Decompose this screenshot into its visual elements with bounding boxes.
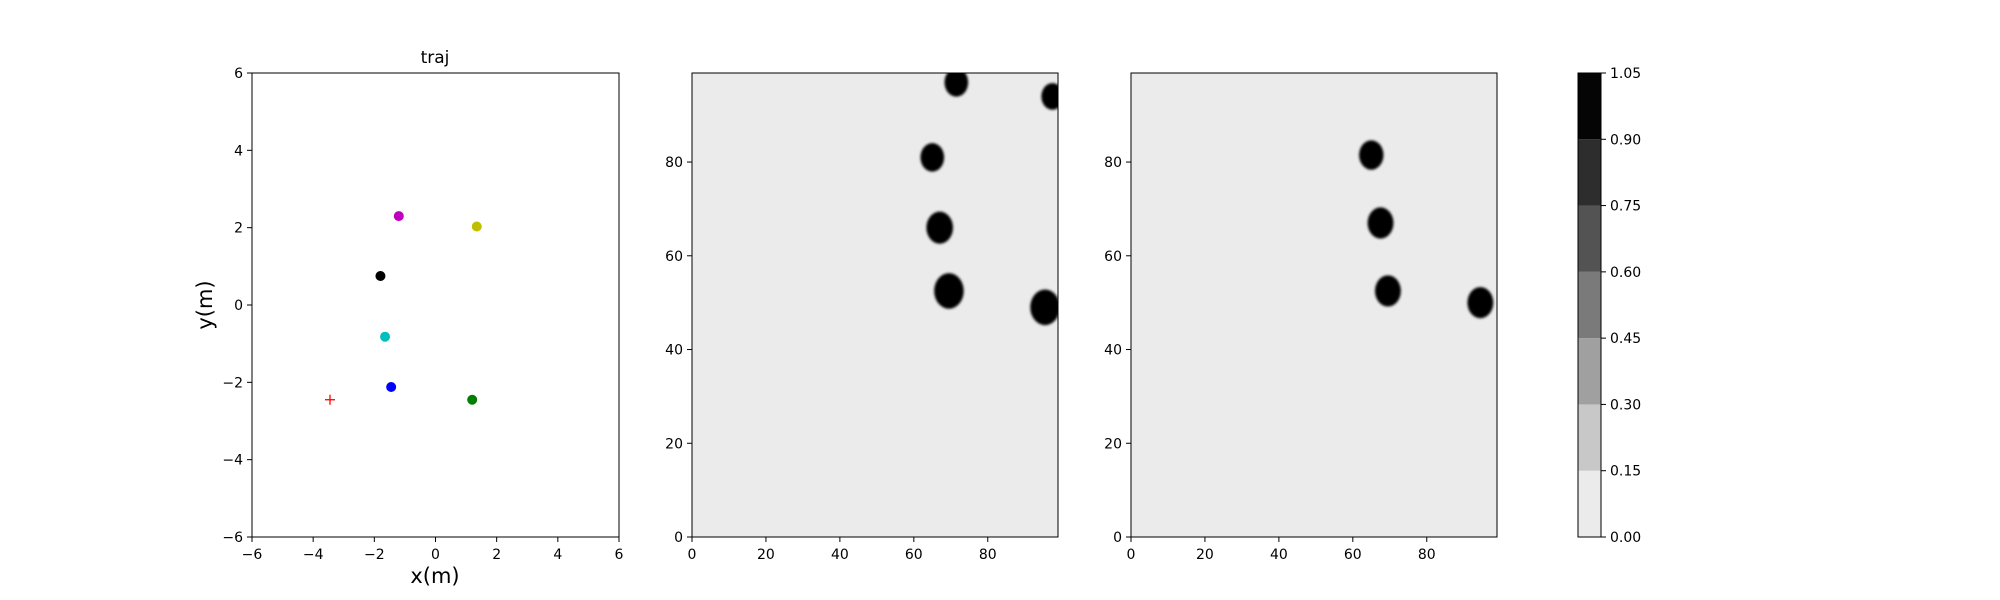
- scatter-point-plus: [324, 394, 335, 405]
- heatmap-1-background: [692, 73, 1058, 537]
- colorbar-tick-label: 0.15: [1610, 464, 1641, 480]
- heatmap-blob: [926, 211, 954, 244]
- heatmap-blob: [1367, 207, 1394, 239]
- x-tick-label: 4: [553, 547, 562, 563]
- y-tick-label: 80: [665, 155, 683, 171]
- colorbar-band: [1578, 338, 1601, 405]
- scatter-point: [471, 221, 482, 232]
- heatmap-blob: [1375, 275, 1401, 307]
- x-tick-label: 20: [757, 547, 775, 563]
- y-tick-label: 60: [665, 249, 683, 265]
- scatter-point: [380, 331, 391, 342]
- colorbar-tick-label: 0.45: [1610, 331, 1641, 347]
- heatmap-2-background: [1131, 73, 1497, 537]
- heatmap-panel-2: 0 20 40 60 80 0 20 40 60 80: [1104, 72, 1498, 563]
- traj-ylabel: y(m): [193, 280, 217, 329]
- colorbar-tick-label: 0.60: [1610, 265, 1641, 281]
- scatter-point: [393, 211, 404, 222]
- y-tick-label: 20: [665, 436, 683, 452]
- scatter-point: [375, 271, 386, 281]
- y-tick-label: 0: [674, 530, 683, 546]
- traj-plot-area: [252, 73, 619, 537]
- y-tick-label: −6: [222, 530, 243, 546]
- colorbar-band: [1578, 139, 1601, 206]
- y-tick-label: 2: [234, 221, 243, 237]
- colorbar-band: [1578, 404, 1601, 471]
- y-tick-label: −2: [222, 375, 243, 391]
- x-tick-label: 2: [492, 547, 501, 563]
- colorbar-band: [1578, 271, 1601, 339]
- x-tick-label: −6: [242, 547, 263, 563]
- y-tick-label: 40: [665, 343, 683, 359]
- x-tick-label: 0: [431, 547, 440, 563]
- x-tick-label: −2: [364, 547, 385, 563]
- y-tick-label: 20: [1104, 436, 1122, 452]
- x-tick-label: 6: [615, 547, 624, 563]
- heatmap-1-axes-frame: [691, 72, 1059, 538]
- heatmap-blob: [1030, 289, 1058, 326]
- y-tick-label: 4: [234, 143, 243, 159]
- x-tick-label: 60: [905, 547, 923, 563]
- traj-scatter-panel: traj −6 −4 −2 0 2 4 6 −6 −4 −2 0 2 4 6 x(m) y(m): [193, 48, 624, 588]
- heatmap-panel-1: 0 20 40 60 80 0 20 40 60 80: [665, 72, 1059, 563]
- heatmap-blob: [1359, 140, 1384, 170]
- x-tick-label: 20: [1196, 547, 1214, 563]
- colorbar-band: [1578, 73, 1601, 140]
- colorbar-tick-label: 0.00: [1610, 530, 1641, 546]
- colorbar-tick-label: 1.05: [1610, 66, 1641, 82]
- heatmap-blob: [934, 273, 964, 309]
- colorbar-tick-label: 0.90: [1610, 132, 1641, 148]
- y-tick-label: 40: [1104, 343, 1122, 359]
- colorbar-band: [1578, 470, 1601, 537]
- x-tick-label: 0: [688, 547, 697, 563]
- y-tick-label: 0: [234, 298, 243, 314]
- x-tick-label: 0: [1127, 547, 1136, 563]
- y-tick-label: 60: [1104, 249, 1122, 265]
- traj-title: traj: [421, 48, 450, 68]
- heatmap-blob: [1041, 83, 1058, 110]
- x-tick-label: 80: [979, 547, 997, 563]
- heatmap-2-axes-frame: [1130, 72, 1498, 538]
- colorbar-band: [1578, 205, 1601, 272]
- x-tick-label: 60: [1344, 547, 1362, 563]
- y-tick-label: 80: [1104, 155, 1122, 171]
- scatter-point: [386, 381, 397, 392]
- traj-xlabel: x(m): [410, 564, 459, 588]
- colorbar: 0.00 0.15 0.30 0.45 0.60 0.75 0.90 1.05: [1577, 66, 1641, 546]
- x-tick-label: 40: [1270, 547, 1288, 563]
- x-tick-label: 80: [1418, 547, 1436, 563]
- colorbar-tick-label: 0.75: [1610, 199, 1641, 215]
- colorbar-tick-label: 0.30: [1610, 397, 1641, 413]
- scatter-point: [467, 394, 478, 405]
- colorbar-frame: [1577, 72, 1602, 538]
- x-tick-label: 40: [831, 547, 849, 563]
- y-tick-label: −4: [222, 453, 243, 469]
- y-tick-label: 6: [234, 66, 243, 82]
- heatmap-blob: [920, 143, 945, 172]
- heatmap-blob: [1467, 287, 1494, 319]
- y-tick-label: 0: [1113, 530, 1122, 546]
- x-tick-label: −4: [303, 547, 324, 563]
- heatmap-blob: [944, 73, 969, 97]
